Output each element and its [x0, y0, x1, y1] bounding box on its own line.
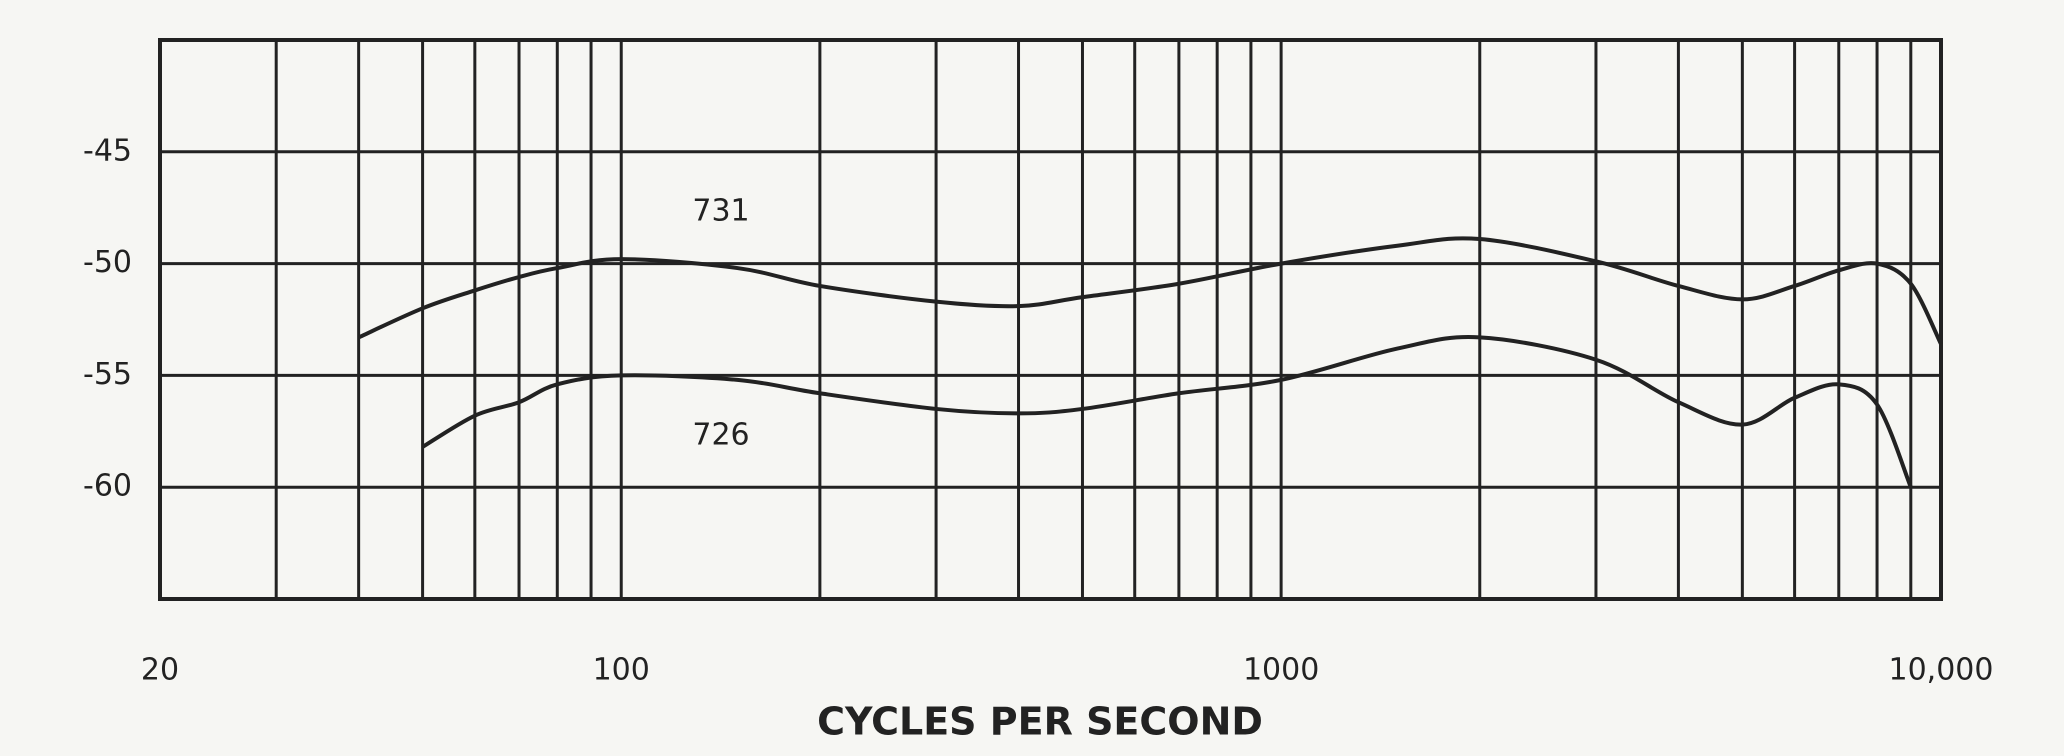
- y-tick-label: -55: [83, 357, 132, 392]
- x-tick-label: 100: [593, 653, 650, 688]
- series-label: 726: [692, 417, 749, 452]
- y-tick-label: -50: [83, 245, 132, 280]
- y-tick-label: -60: [83, 469, 132, 504]
- y-tick-label: -45: [83, 133, 132, 168]
- x-tick-label: 20: [141, 653, 179, 688]
- series-label: 731: [692, 194, 749, 229]
- x-axis-title: CYCLES PER SECOND: [817, 700, 1263, 744]
- response-curve: [421, 335, 1913, 488]
- plot-frame: [158, 38, 1943, 601]
- x-tick-label: 10,000: [1889, 653, 1994, 688]
- response-curve: [357, 236, 1943, 345]
- x-tick-label: 1000: [1243, 653, 1319, 688]
